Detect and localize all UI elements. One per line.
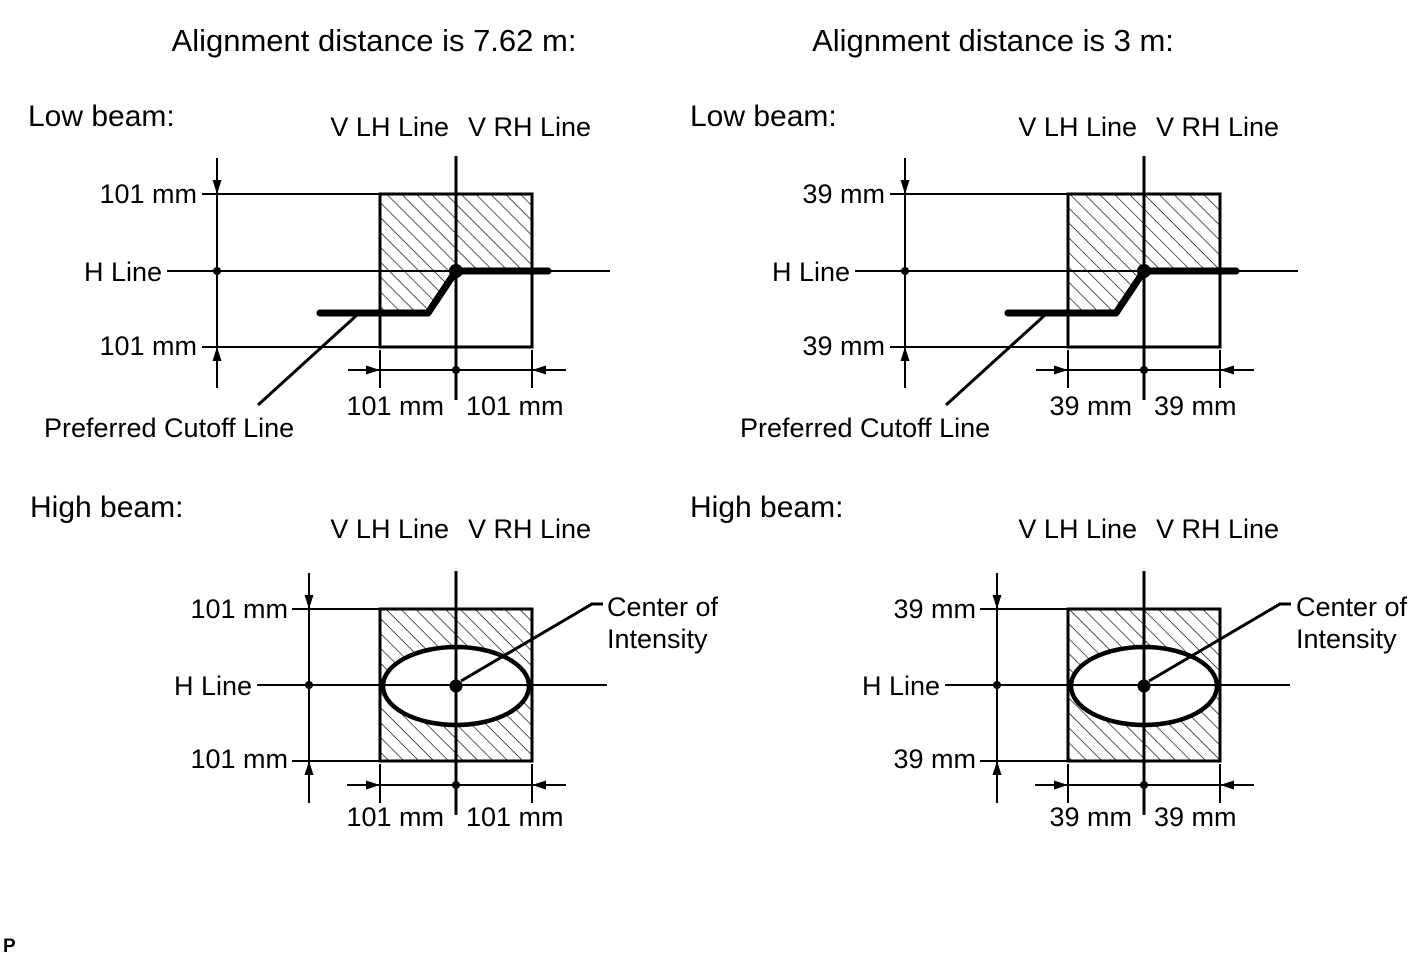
high-beam-diagram-762m: High beam: V LH Line V RH Line H Line 10… [30,491,719,832]
arrow-left-icon [1220,780,1234,790]
dim-left-of-v-label: 101 mm [346,802,444,832]
v-lh-line-label: V LH Line [330,112,449,142]
center-of-intensity-label-line2: Intensity [1296,624,1397,654]
dim-dot [993,681,1001,689]
cutoff-kink-dot [1137,264,1151,278]
preferred-cutoff-line-label: Preferred Cutoff Line [740,413,990,443]
dim-dot [1140,366,1148,374]
center-of-intensity-dot [449,679,463,693]
arrow-up-icon [212,347,222,361]
dim-right-of-v-label: 101 mm [466,391,564,421]
arrow-up-icon [900,347,910,361]
center-of-intensity-label-line2: Intensity [607,624,708,654]
preferred-cutoff-line [316,267,552,317]
page-footer-mark: P [3,936,16,957]
arrow-left-icon [1220,365,1234,375]
v-lh-line-label: V LH Line [1018,112,1137,142]
v-lh-line-label: V LH Line [330,514,449,544]
arrow-right-icon [1054,780,1068,790]
center-of-intensity-label-line1: Center of [607,592,719,622]
section-label-low-beam: Low beam: [28,100,175,133]
arrow-up-icon [304,761,314,775]
cutoff-leader-line [944,313,1047,407]
arrow-down-icon [304,595,314,609]
dim-below-h-label: 101 mm [190,744,288,774]
low-beam-diagram-762m: Low beam: V LH Line V RH Line H Line 101… [28,100,610,443]
arrow-right-icon [366,365,380,375]
dim-above-h-label: 101 mm [99,179,197,209]
dim-dot [452,781,460,789]
low-beam-diagram-3m: Low beam: V LH Line V RH Line H Line 39 … [690,100,1298,443]
center-leader-line [460,602,603,683]
v-rh-line-label: V RH Line [468,112,591,142]
arrow-up-icon [992,761,1002,775]
v-rh-line-label: V RH Line [468,514,591,544]
arrow-left-icon [532,365,546,375]
arrow-down-icon [212,180,222,194]
dim-above-h-label: 101 mm [190,594,288,624]
arrow-down-icon [900,180,910,194]
cutoff-leader-line [256,313,359,407]
dim-dot [213,267,221,275]
dim-above-h-label: 39 mm [893,594,976,624]
h-line-label: H Line [862,671,940,701]
high-beam-diagram-3m: High beam: V LH Line V RH Line H Line 39… [690,491,1408,832]
column-title-3m: Alignment distance is 3 m: [812,23,1174,58]
cutoff-kink-dot [449,264,463,278]
center-of-intensity-label-line1: Center of [1296,592,1408,622]
dim-above-h-label: 39 mm [802,179,885,209]
dim-dot [1140,781,1148,789]
preferred-cutoff-line-label: Preferred Cutoff Line [44,413,294,443]
arrow-right-icon [366,780,380,790]
v-lh-line-label: V LH Line [1018,514,1137,544]
dim-below-h-label: 101 mm [99,331,197,361]
dim-right-of-v-label: 101 mm [466,802,564,832]
dim-dot [452,366,460,374]
section-label-low-beam: Low beam: [690,100,837,133]
dim-dot [901,267,909,275]
dim-below-h-label: 39 mm [893,744,976,774]
dim-left-of-v-label: 39 mm [1049,802,1132,832]
arrow-down-icon [992,595,1002,609]
h-line-label: H Line [84,257,162,287]
arrow-left-icon [532,780,546,790]
v-rh-line-label: V RH Line [1156,112,1279,142]
v-rh-line-label: V RH Line [1156,514,1279,544]
dim-right-of-v-label: 39 mm [1154,391,1237,421]
dim-left-of-v-label: 39 mm [1049,391,1132,421]
section-label-high-beam: High beam: [30,491,183,524]
column-title-762m: Alignment distance is 7.62 m: [172,23,577,58]
arrow-right-icon [1054,365,1068,375]
dim-below-h-label: 39 mm [802,331,885,361]
center-of-intensity-dot [1137,679,1151,693]
preferred-cutoff-line [1004,267,1240,317]
h-line-label: H Line [174,671,252,701]
section-label-high-beam: High beam: [690,491,843,524]
h-line-label: H Line [772,257,850,287]
center-leader-line [1148,602,1291,683]
dim-dot [305,681,313,689]
dim-right-of-v-label: 39 mm [1154,802,1237,832]
dim-left-of-v-label: 101 mm [346,391,444,421]
